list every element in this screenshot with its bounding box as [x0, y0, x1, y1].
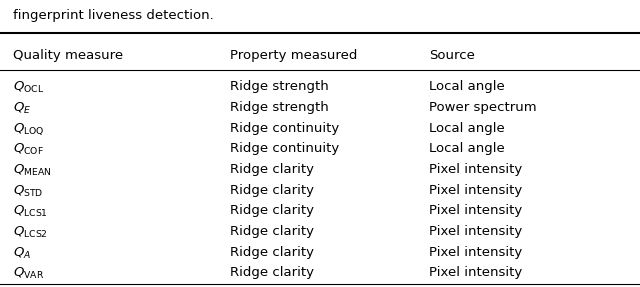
Text: Quality measure: Quality measure [13, 49, 123, 62]
Text: Pixel intensity: Pixel intensity [429, 266, 522, 279]
Text: Power spectrum: Power spectrum [429, 101, 536, 114]
Text: Ridge clarity: Ridge clarity [230, 246, 314, 259]
Text: Local angle: Local angle [429, 122, 504, 135]
Text: $Q_{\mathrm{VAR}}$: $Q_{\mathrm{VAR}}$ [13, 266, 44, 282]
Text: Property measured: Property measured [230, 49, 358, 62]
Text: $Q_{\mathrm{STD}}$: $Q_{\mathrm{STD}}$ [13, 184, 44, 199]
Text: Pixel intensity: Pixel intensity [429, 184, 522, 197]
Text: Pixel intensity: Pixel intensity [429, 246, 522, 259]
Text: Ridge clarity: Ridge clarity [230, 184, 314, 197]
Text: $Q_{E}$: $Q_{E}$ [13, 101, 31, 116]
Text: $Q_{\mathrm{LCS1}}$: $Q_{\mathrm{LCS1}}$ [13, 204, 48, 220]
Text: Ridge continuity: Ridge continuity [230, 122, 340, 135]
Text: $Q_{\mathrm{MEAN}}$: $Q_{\mathrm{MEAN}}$ [13, 163, 51, 178]
Text: $Q_{\mathrm{OCL}}$: $Q_{\mathrm{OCL}}$ [13, 80, 44, 96]
Text: $Q_{\mathrm{LOQ}}$: $Q_{\mathrm{LOQ}}$ [13, 122, 44, 137]
Text: Pixel intensity: Pixel intensity [429, 204, 522, 217]
Text: Ridge continuity: Ridge continuity [230, 142, 340, 155]
Text: Source: Source [429, 49, 475, 62]
Text: Pixel intensity: Pixel intensity [429, 163, 522, 176]
Text: Ridge strength: Ridge strength [230, 80, 329, 93]
Text: Local angle: Local angle [429, 142, 504, 155]
Text: $Q_{A}$: $Q_{A}$ [13, 246, 31, 261]
Text: Ridge strength: Ridge strength [230, 101, 329, 114]
Text: fingerprint liveness detection.: fingerprint liveness detection. [13, 9, 214, 22]
Text: Local angle: Local angle [429, 80, 504, 93]
Text: Ridge clarity: Ridge clarity [230, 204, 314, 217]
Text: $Q_{\mathrm{LCS2}}$: $Q_{\mathrm{LCS2}}$ [13, 225, 47, 240]
Text: Ridge clarity: Ridge clarity [230, 266, 314, 279]
Text: Pixel intensity: Pixel intensity [429, 225, 522, 238]
Text: $Q_{\mathrm{COF}}$: $Q_{\mathrm{COF}}$ [13, 142, 44, 158]
Text: Ridge clarity: Ridge clarity [230, 163, 314, 176]
Text: Ridge clarity: Ridge clarity [230, 225, 314, 238]
